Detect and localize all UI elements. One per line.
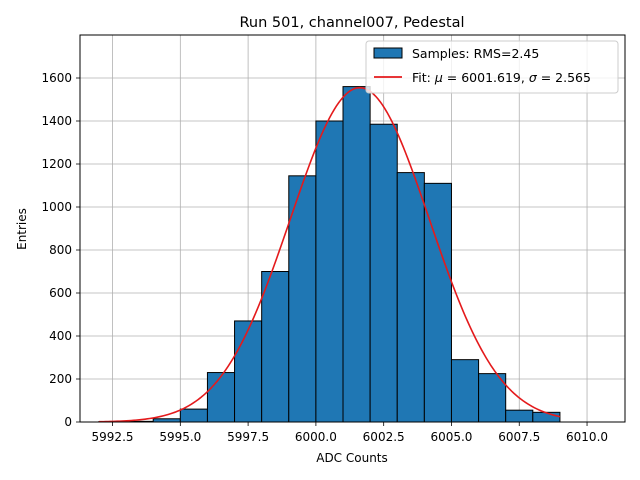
- x-tick-label: 6002.5: [363, 430, 405, 444]
- histogram-bar: [396, 172, 425, 423]
- histogram-bar: [234, 320, 263, 423]
- histogram-bar: [369, 123, 398, 423]
- x-tick-label: 5997.5: [227, 430, 269, 444]
- histogram-bar: [505, 409, 534, 423]
- y-axis-ticks: 0 200 400 600 800 1000 1200 1400 1600: [41, 71, 80, 429]
- x-axis-label: ADC Counts: [316, 451, 388, 465]
- x-tick-label: 5992.5: [92, 430, 134, 444]
- histogram-bar: [179, 408, 208, 423]
- histogram-bar: [315, 120, 344, 423]
- histogram-bar: [342, 86, 371, 423]
- x-tick-label: 6010.0: [566, 430, 608, 444]
- y-tick-label: 200: [49, 372, 72, 386]
- x-tick-label: 6007.5: [498, 430, 540, 444]
- histogram-bar: [450, 359, 480, 423]
- fit-curve: [98, 86, 561, 423]
- legend-fit-sigma-value: = 2.565: [537, 70, 591, 85]
- legend-fit-sigma-symbol: σ: [529, 70, 538, 85]
- legend-fit-label: Fit: μ = 6001.619, σ = 2.565: [412, 70, 591, 85]
- y-tick-label: 800: [49, 243, 72, 257]
- histogram-bar: [423, 182, 452, 423]
- histogram-bar: [261, 271, 290, 423]
- legend-fit-mu-value: = 6001.619,: [443, 70, 529, 85]
- fit-curve-group: [98, 86, 561, 423]
- legend: Samples: RMS=2.45 Fit: μ = 6001.619, σ =…: [365, 40, 619, 94]
- chart-title: Run 501, channel007, Pedestal: [239, 15, 464, 31]
- x-tick-label: 5995.0: [159, 430, 201, 444]
- y-tick-label: 0: [64, 415, 72, 429]
- y-tick-label: 1600: [41, 71, 72, 85]
- x-axis-ticks: 5992.5 5995.0 5997.5 6000.0 6002.5 6005.0 6007…: [92, 422, 608, 444]
- x-tick-label: 6005.0: [430, 430, 472, 444]
- x-tick-label: 6000.0: [295, 430, 337, 444]
- plot-frame: [79, 34, 626, 423]
- legend-box: [365, 40, 619, 94]
- histogram-bar: [478, 373, 507, 423]
- histogram-bar: [206, 372, 236, 423]
- histogram-bar: [532, 411, 561, 423]
- y-tick-label: 400: [49, 329, 72, 343]
- legend-fit-prefix: Fit:: [412, 70, 435, 85]
- legend-fit-mu-symbol: μ: [434, 70, 443, 85]
- legend-histogram-swatch: [373, 47, 403, 59]
- y-tick-label: 1200: [41, 157, 72, 171]
- y-tick-label: 1400: [41, 114, 72, 128]
- y-axis-label: Entries: [15, 208, 29, 250]
- y-tick-label: 600: [49, 286, 72, 300]
- legend-histogram-label: Samples: RMS=2.45: [412, 46, 539, 61]
- histogram-bars: [98, 86, 561, 423]
- y-tick-label: 1000: [41, 200, 72, 214]
